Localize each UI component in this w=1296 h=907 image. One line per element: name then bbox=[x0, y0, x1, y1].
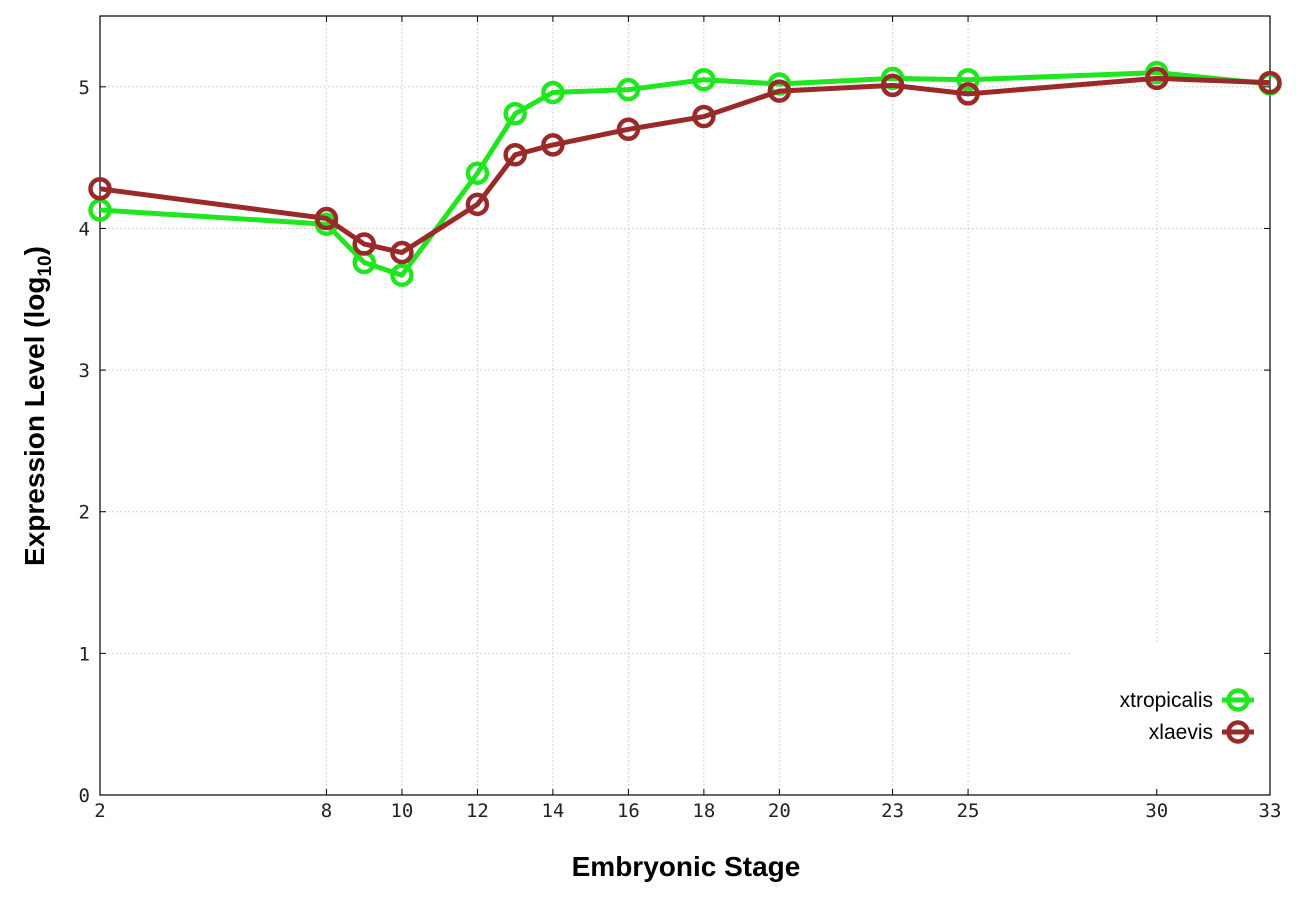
x-tick-label: 12 bbox=[466, 800, 489, 822]
data-point-xlaevis bbox=[1258, 70, 1282, 95]
x-tick-label: 23 bbox=[881, 800, 904, 822]
data-point-xlaevis bbox=[88, 177, 112, 201]
data-point-xlaevis bbox=[880, 73, 905, 98]
data-point-xtropicalis bbox=[503, 101, 527, 126]
data-point-xtropicalis bbox=[465, 161, 490, 185]
legend: xtropicalis xlaevis bbox=[1120, 688, 1254, 744]
legend-marker-xlaevis bbox=[1226, 720, 1250, 744]
data-point-xlaevis bbox=[616, 117, 641, 142]
y-axis-title-close: ) bbox=[19, 246, 50, 255]
data-point-xlaevis bbox=[465, 192, 490, 217]
plot-area-border bbox=[99, 15, 1271, 796]
data-point-xtropicalis bbox=[616, 77, 641, 102]
data-point-xtropicalis bbox=[956, 67, 980, 92]
data-point-xlaevis bbox=[503, 143, 527, 167]
y-axis-title: Expression Level (log10) bbox=[19, 246, 56, 566]
series-line-xtropicalis bbox=[99, 70, 1271, 278]
legend-label-xlaevis: xlaevis bbox=[1149, 721, 1213, 744]
x-tick-label: 8 bbox=[321, 800, 332, 822]
y-tick-label: 5 bbox=[79, 77, 90, 99]
x-tick-label: 25 bbox=[957, 800, 980, 822]
x-tick-label: 30 bbox=[1145, 800, 1168, 822]
series-line-xlaevis bbox=[99, 75, 1271, 256]
grid-lines bbox=[100, 16, 1270, 795]
x-tick-label: 14 bbox=[541, 800, 564, 822]
x-tick-label: 33 bbox=[1259, 800, 1282, 822]
y-tick-label: 4 bbox=[79, 218, 90, 240]
data-point-xtropicalis bbox=[541, 80, 565, 105]
legend-background bbox=[1072, 643, 1268, 793]
y-tick-label: 1 bbox=[79, 643, 90, 665]
data-point-xlaevis bbox=[956, 82, 980, 106]
y-axis-title-subscript: 10 bbox=[35, 255, 56, 276]
data-point-xtropicalis bbox=[692, 67, 716, 92]
data-point-xtropicalis bbox=[390, 263, 414, 287]
data-point-xlaevis bbox=[352, 232, 376, 256]
data-point-xlaevis bbox=[314, 206, 339, 231]
x-tick-label: 18 bbox=[692, 800, 715, 822]
series-group bbox=[88, 60, 1282, 287]
x-tick-label: 10 bbox=[390, 800, 413, 822]
y-tick-label: 2 bbox=[79, 502, 90, 524]
y-axis-title-main: Expression Level (log bbox=[19, 277, 50, 566]
x-tick-label: 20 bbox=[768, 800, 791, 822]
data-point-xlaevis bbox=[767, 79, 792, 103]
y-tick-label: 3 bbox=[79, 360, 90, 382]
legend-marker-xtropicalis bbox=[1226, 688, 1250, 712]
data-point-xlaevis bbox=[541, 133, 565, 157]
data-point-xlaevis bbox=[1145, 66, 1169, 91]
x-tick-label: 16 bbox=[617, 800, 640, 822]
x-axis-title: Embryonic Stage bbox=[572, 851, 801, 882]
y-tick-label: 0 bbox=[79, 785, 90, 807]
data-point-xlaevis bbox=[692, 104, 716, 129]
data-point-xlaevis bbox=[390, 240, 414, 265]
x-tick-label: 2 bbox=[94, 800, 105, 822]
legend-label-xtropicalis: xtropicalis bbox=[1120, 689, 1213, 712]
